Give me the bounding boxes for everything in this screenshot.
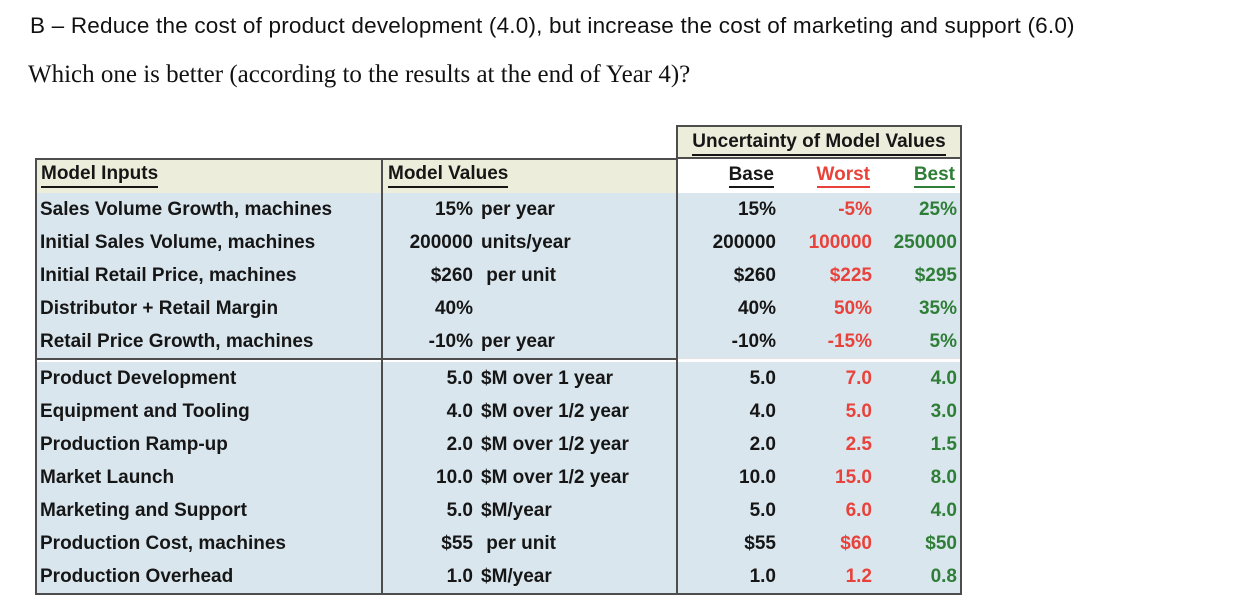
row-worst-value: 50% bbox=[833, 298, 872, 319]
uncertainty-header: Uncertainty of Model Values bbox=[676, 125, 962, 159]
section-separator bbox=[35, 358, 962, 362]
row-worst-value: 15.0 bbox=[835, 467, 872, 488]
row-model-value: 200000 units/year bbox=[409, 232, 571, 253]
table-row: Initial Sales Volume, machines 200000 uni… bbox=[35, 226, 962, 259]
row-model-value: 2.0 $M over 1/2 year bbox=[446, 434, 629, 455]
row-best-value: 35% bbox=[918, 298, 957, 319]
table-border-bottom bbox=[35, 593, 962, 595]
table-row: Equipment and Tooling 4.0 $M over 1/2 yea… bbox=[35, 395, 962, 428]
row-input-label: Distributor + Retail Margin bbox=[40, 298, 279, 319]
table-row: Retail Price Growth, machines -10% per ye… bbox=[35, 325, 962, 358]
model-inputs-table: Uncertainty of Model Values Model Inputs… bbox=[35, 125, 962, 595]
row-model-value: 5.0 $M/year bbox=[446, 500, 552, 521]
row-worst-value: 7.0 bbox=[845, 368, 872, 389]
column-divider bbox=[381, 158, 383, 595]
row-best-value: 25% bbox=[918, 199, 957, 220]
row-input-label: Marketing and Support bbox=[40, 500, 247, 521]
row-base-value: $55 bbox=[744, 533, 776, 554]
row-best-value: 3.0 bbox=[930, 401, 957, 422]
row-best-value: 4.0 bbox=[930, 500, 957, 521]
row-model-value: 40% bbox=[434, 298, 473, 319]
question-option-b-text: B – Reduce the cost of product developme… bbox=[30, 13, 1075, 38]
uncertainty-subheader-row: Base Worst Best bbox=[676, 159, 962, 193]
row-input-label: Initial Sales Volume, machines bbox=[40, 232, 316, 253]
row-best-value: 5% bbox=[929, 331, 957, 352]
table-border-top bbox=[35, 158, 678, 160]
uncertainty-border-right bbox=[960, 125, 962, 595]
uncertainty-title: Uncertainty of Model Values bbox=[692, 131, 946, 156]
row-input-label: Equipment and Tooling bbox=[40, 401, 250, 422]
table-row: Marketing and Support 5.0 $M/year 5.0 6.0… bbox=[35, 494, 962, 527]
row-input-label: Retail Price Growth, machines bbox=[40, 331, 314, 352]
row-best-value: 250000 bbox=[893, 232, 957, 253]
row-best-value: 4.0 bbox=[930, 368, 957, 389]
column-header-model-inputs: Model Inputs bbox=[35, 163, 382, 188]
row-base-value: 10.0 bbox=[739, 467, 776, 488]
row-input-label: Production Overhead bbox=[40, 566, 234, 587]
table-border-left bbox=[35, 158, 37, 595]
row-model-value: -10% per year bbox=[428, 331, 555, 352]
table-row: Product Development 5.0 $M over 1 year 5.… bbox=[35, 362, 962, 395]
row-model-value: 1.0 $M/year bbox=[446, 566, 552, 587]
row-model-value: $260 per unit bbox=[430, 265, 556, 286]
column-header-base: Base bbox=[676, 164, 774, 189]
row-base-value: 4.0 bbox=[749, 401, 776, 422]
row-worst-value: 1.2 bbox=[845, 566, 872, 587]
row-model-value: 4.0 $M over 1/2 year bbox=[446, 401, 629, 422]
table-row: Initial Retail Price, machines $260 per … bbox=[35, 259, 962, 292]
question-prompt-text: Which one is better (according to the re… bbox=[28, 61, 691, 88]
row-input-label: Market Launch bbox=[40, 467, 175, 488]
uncertainty-border-left bbox=[676, 125, 678, 595]
row-best-value: 1.5 bbox=[930, 434, 957, 455]
row-model-value: 10.0 $M over 1/2 year bbox=[436, 467, 629, 488]
row-base-value: 15% bbox=[737, 199, 776, 220]
row-base-value: 2.0 bbox=[749, 434, 776, 455]
column-header-worst: Worst bbox=[774, 164, 870, 189]
row-worst-value: -15% bbox=[827, 331, 872, 352]
row-input-label: Production Ramp-up bbox=[40, 434, 228, 455]
row-best-value: 0.8 bbox=[930, 566, 957, 587]
row-input-label: Product Development bbox=[40, 368, 237, 389]
row-input-label: Production Cost, machines bbox=[40, 533, 286, 554]
row-worst-value: 6.0 bbox=[845, 500, 872, 521]
row-base-value: -10% bbox=[731, 331, 776, 352]
table-row: Production Cost, machines $55 per unit $… bbox=[35, 527, 962, 560]
table-header-row: Model Inputs Model Values bbox=[35, 158, 678, 193]
table-row: Sales Volume Growth, machines 15% per yea… bbox=[35, 193, 962, 226]
row-worst-value: $225 bbox=[829, 265, 872, 286]
row-input-label: Initial Retail Price, machines bbox=[40, 265, 297, 286]
column-header-model-values: Model Values bbox=[382, 163, 678, 188]
table-body: Sales Volume Growth, machines 15% per yea… bbox=[35, 193, 962, 593]
row-best-value: 8.0 bbox=[930, 467, 957, 488]
row-worst-value: 2.5 bbox=[845, 434, 872, 455]
row-base-value: 5.0 bbox=[749, 500, 776, 521]
row-model-value: $55 per unit bbox=[441, 533, 556, 554]
row-input-label: Sales Volume Growth, machines bbox=[40, 199, 333, 220]
table-row: Production Ramp-up 2.0 $M over 1/2 year 2… bbox=[35, 428, 962, 461]
row-base-value: 5.0 bbox=[749, 368, 776, 389]
row-worst-value: -5% bbox=[838, 199, 872, 220]
row-worst-value: 5.0 bbox=[845, 401, 872, 422]
row-model-value: 15% per year bbox=[434, 199, 555, 220]
row-worst-value: 100000 bbox=[808, 232, 872, 253]
row-base-value: 1.0 bbox=[749, 566, 776, 587]
row-base-value: $260 bbox=[733, 265, 776, 286]
cost-items-section: Product Development 5.0 $M over 1 year 5.… bbox=[35, 362, 962, 593]
row-best-value: $295 bbox=[914, 265, 957, 286]
row-worst-value: $60 bbox=[840, 533, 872, 554]
table-row: Production Overhead 1.0 $M/year 1.0 1.2 0… bbox=[35, 560, 962, 593]
table-row: Market Launch 10.0 $M over 1/2 year 10.0 … bbox=[35, 461, 962, 494]
row-base-value: 40% bbox=[737, 298, 776, 319]
column-header-best: Best bbox=[870, 164, 955, 189]
row-base-value: 200000 bbox=[712, 232, 776, 253]
row-best-value: $50 bbox=[925, 533, 957, 554]
row-model-value: 5.0 $M over 1 year bbox=[446, 368, 614, 389]
table-row: Distributor + Retail Margin 40% 40% 50% … bbox=[35, 292, 962, 325]
model-assumptions-section: Sales Volume Growth, machines 15% per yea… bbox=[35, 193, 962, 358]
